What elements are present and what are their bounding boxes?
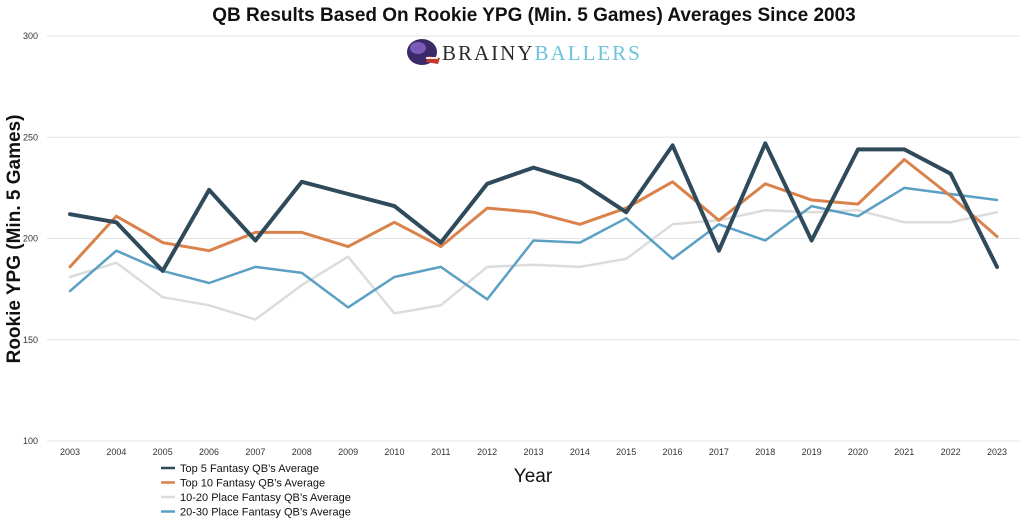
legend-label: 20-30 Place Fantasy QB’s Average <box>180 507 351 519</box>
logo: BRAINYBALLERS <box>407 39 642 65</box>
series-line <box>68 208 999 321</box>
x-tick-label: 2008 <box>292 447 312 457</box>
y-tick-label: 300 <box>23 31 38 41</box>
logo-text-part1: BRAINY <box>442 41 535 65</box>
series-line <box>68 141 999 273</box>
x-tick-label: 2007 <box>245 447 265 457</box>
y-axis-title: Rookie YPG (Min. 5 Games) <box>4 115 25 364</box>
x-tick-label: 2021 <box>894 447 914 457</box>
x-tick-label: 2023 <box>987 447 1007 457</box>
x-axis-ticks: 2003 2004 2005 2006 2007 2008 2009 2010 2011 2012… <box>60 447 1007 457</box>
series-line <box>68 158 999 269</box>
logo-text-part2: BALLERS <box>535 41 642 65</box>
y-tick-label: 250 <box>23 132 38 142</box>
series-line <box>68 186 999 309</box>
y-tick-label: 200 <box>23 234 38 244</box>
y-tick-label: 150 <box>23 335 38 345</box>
x-tick-label: 2016 <box>663 447 683 457</box>
legend-label: Top 5 Fantasy QB’s Average <box>180 463 319 475</box>
helmet-icon <box>407 39 440 65</box>
y-axis-ticks: 100 150 200 250 300 <box>23 31 38 446</box>
legend: Top 5 Fantasy QB’s Average Top 10 Fantasy… <box>161 463 351 519</box>
x-tick-label: 2019 <box>802 447 822 457</box>
x-tick-label: 2014 <box>570 447 590 457</box>
x-tick-label: 2006 <box>199 447 219 457</box>
legend-label: Top 10 Fantasy QB’s Average <box>180 478 325 490</box>
x-tick-label: 2009 <box>338 447 358 457</box>
x-tick-label: 2004 <box>106 447 126 457</box>
series-lines <box>68 141 999 321</box>
x-tick-label: 2003 <box>60 447 80 457</box>
x-tick-label: 2015 <box>616 447 636 457</box>
x-tick-label: 2010 <box>384 447 404 457</box>
x-tick-label: 2013 <box>523 447 543 457</box>
x-axis-title: Year <box>514 466 553 487</box>
y-tick-label: 100 <box>23 436 38 446</box>
x-tick-label: 2017 <box>709 447 729 457</box>
x-tick-label: 2005 <box>153 447 173 457</box>
x-tick-label: 2020 <box>848 447 868 457</box>
legend-label: 10-20 Place Fantasy QB’s Average <box>180 492 351 504</box>
x-tick-label: 2012 <box>477 447 497 457</box>
x-tick-label: 2018 <box>755 447 775 457</box>
gridlines <box>47 35 1020 442</box>
chart-title: QB Results Based On Rookie YPG (Min. 5 G… <box>212 5 855 26</box>
x-tick-label: 2011 <box>431 447 450 457</box>
x-tick-label: 2022 <box>941 447 961 457</box>
logo-text: BRAINYBALLERS <box>442 41 642 65</box>
